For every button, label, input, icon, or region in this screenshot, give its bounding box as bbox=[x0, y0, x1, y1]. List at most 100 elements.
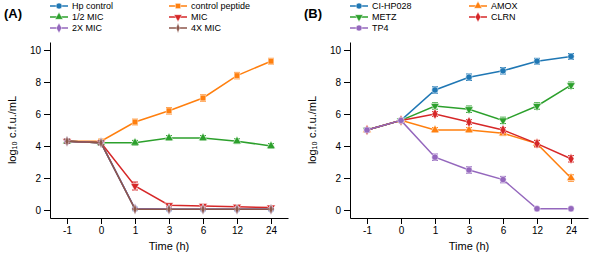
marker bbox=[500, 68, 506, 74]
legend-label: MIC bbox=[191, 12, 208, 22]
marker bbox=[364, 127, 370, 133]
legend-label: CI-HP028 bbox=[372, 1, 412, 11]
y-tick-mark bbox=[344, 210, 350, 211]
series bbox=[364, 53, 574, 133]
x-tick: 0 bbox=[399, 218, 405, 236]
legend-marker bbox=[175, 3, 180, 8]
y-tick: 8 bbox=[35, 77, 50, 88]
legend-item: TP4 bbox=[350, 23, 389, 33]
x-tick-label: 0 bbox=[399, 225, 405, 236]
x-tick: 24 bbox=[566, 218, 578, 236]
legend-item: 4X MIC bbox=[169, 23, 222, 33]
y-tick: 10 bbox=[30, 45, 50, 56]
marker bbox=[534, 58, 540, 64]
x-tick: 0 bbox=[99, 218, 105, 236]
marker bbox=[568, 154, 574, 165]
figure: -1013612240246810Time (h)log₁₀ c.f.u./mL… bbox=[0, 0, 600, 256]
x-tick: -1 bbox=[63, 218, 72, 236]
legend-marker bbox=[475, 12, 481, 22]
y-tick: 8 bbox=[335, 77, 350, 88]
error-bar bbox=[234, 72, 240, 78]
marker bbox=[534, 138, 540, 149]
error-bar bbox=[132, 119, 138, 125]
legend-label: 4X MIC bbox=[191, 23, 222, 33]
y-tick-label: 2 bbox=[35, 173, 41, 184]
legend-item: 1/2 MIC bbox=[50, 12, 104, 22]
x-axis-title: Time (h) bbox=[149, 240, 190, 252]
error-bar bbox=[568, 54, 574, 60]
marker bbox=[466, 74, 472, 80]
y-tick-label: 6 bbox=[335, 109, 341, 120]
y-tick-mark bbox=[344, 146, 350, 147]
x-tick: 1 bbox=[133, 218, 139, 236]
marker bbox=[133, 204, 137, 215]
legend-item: CI-HP028 bbox=[350, 1, 412, 11]
marker bbox=[268, 204, 274, 215]
marker bbox=[432, 87, 438, 93]
y-axis-title: log₁₀ c.f.u./mL bbox=[306, 96, 318, 164]
marker bbox=[235, 204, 239, 215]
x-tick: 6 bbox=[501, 218, 507, 236]
plot-area bbox=[63, 58, 276, 214]
y-tick-label: 0 bbox=[35, 205, 41, 216]
series-line bbox=[67, 61, 271, 141]
marker bbox=[200, 204, 206, 215]
error-bar bbox=[200, 95, 206, 101]
x-tick: 1 bbox=[433, 218, 439, 236]
marker bbox=[533, 104, 542, 111]
y-axis-title: log₁₀ c.f.u./mL bbox=[6, 96, 18, 164]
y-tick: 2 bbox=[335, 173, 350, 184]
legend-marker bbox=[174, 15, 182, 22]
series-line bbox=[367, 114, 571, 159]
x-tick-label: 1 bbox=[433, 225, 439, 236]
x-tick-label: 12 bbox=[232, 225, 244, 236]
error-bar bbox=[500, 68, 506, 74]
error-bar bbox=[268, 58, 274, 64]
x-tick-label: 24 bbox=[266, 225, 278, 236]
y-tick-mark bbox=[44, 210, 50, 211]
marker bbox=[466, 167, 472, 173]
x-tick-label: 0 bbox=[99, 225, 105, 236]
legend-marker bbox=[355, 15, 363, 22]
marker bbox=[534, 206, 540, 212]
marker bbox=[364, 125, 370, 136]
x-tick-label: 3 bbox=[467, 225, 473, 236]
panel: -1013612240246810Time (h)log₁₀ c.f.u./mL… bbox=[304, 1, 589, 252]
error-bar bbox=[500, 176, 506, 182]
series bbox=[63, 133, 276, 148]
marker bbox=[131, 184, 140, 191]
y-tick: 4 bbox=[35, 141, 50, 152]
y-tick: 6 bbox=[335, 109, 350, 120]
x-tick: 3 bbox=[167, 218, 173, 236]
x-tick-mark bbox=[503, 218, 504, 224]
error-bar bbox=[432, 87, 438, 93]
x-tick-label: -1 bbox=[363, 225, 372, 236]
series bbox=[63, 139, 276, 213]
marker bbox=[234, 204, 240, 215]
marker bbox=[233, 136, 242, 143]
x-axis: -1 0 1 3 6 12 24 bbox=[351, 218, 589, 236]
panel-title: (B) bbox=[304, 6, 322, 21]
y-tick-mark bbox=[344, 82, 350, 83]
series bbox=[364, 109, 574, 164]
marker bbox=[568, 53, 574, 59]
legend-label: 1/2 MIC bbox=[72, 12, 104, 22]
y-tick-mark bbox=[44, 114, 50, 115]
marker bbox=[165, 133, 174, 140]
x-tick-mark bbox=[537, 218, 538, 224]
x-tick-mark bbox=[203, 218, 204, 224]
marker bbox=[466, 117, 472, 128]
x-tick-mark bbox=[435, 218, 436, 224]
panel: -1013612240246810Time (h)log₁₀ c.f.u./mL… bbox=[4, 1, 289, 252]
y-tick-label: 8 bbox=[35, 77, 41, 88]
plot-area bbox=[363, 53, 576, 212]
x-tick-label: 24 bbox=[566, 225, 578, 236]
x-tick-mark bbox=[67, 218, 68, 224]
x-tick: 12 bbox=[532, 218, 544, 236]
x-tick-label: 6 bbox=[501, 225, 507, 236]
marker bbox=[398, 117, 404, 123]
marker bbox=[166, 204, 172, 215]
x-axis: -101361224 bbox=[51, 218, 289, 236]
legend-label: control peptide bbox=[191, 1, 250, 11]
marker bbox=[500, 125, 506, 136]
